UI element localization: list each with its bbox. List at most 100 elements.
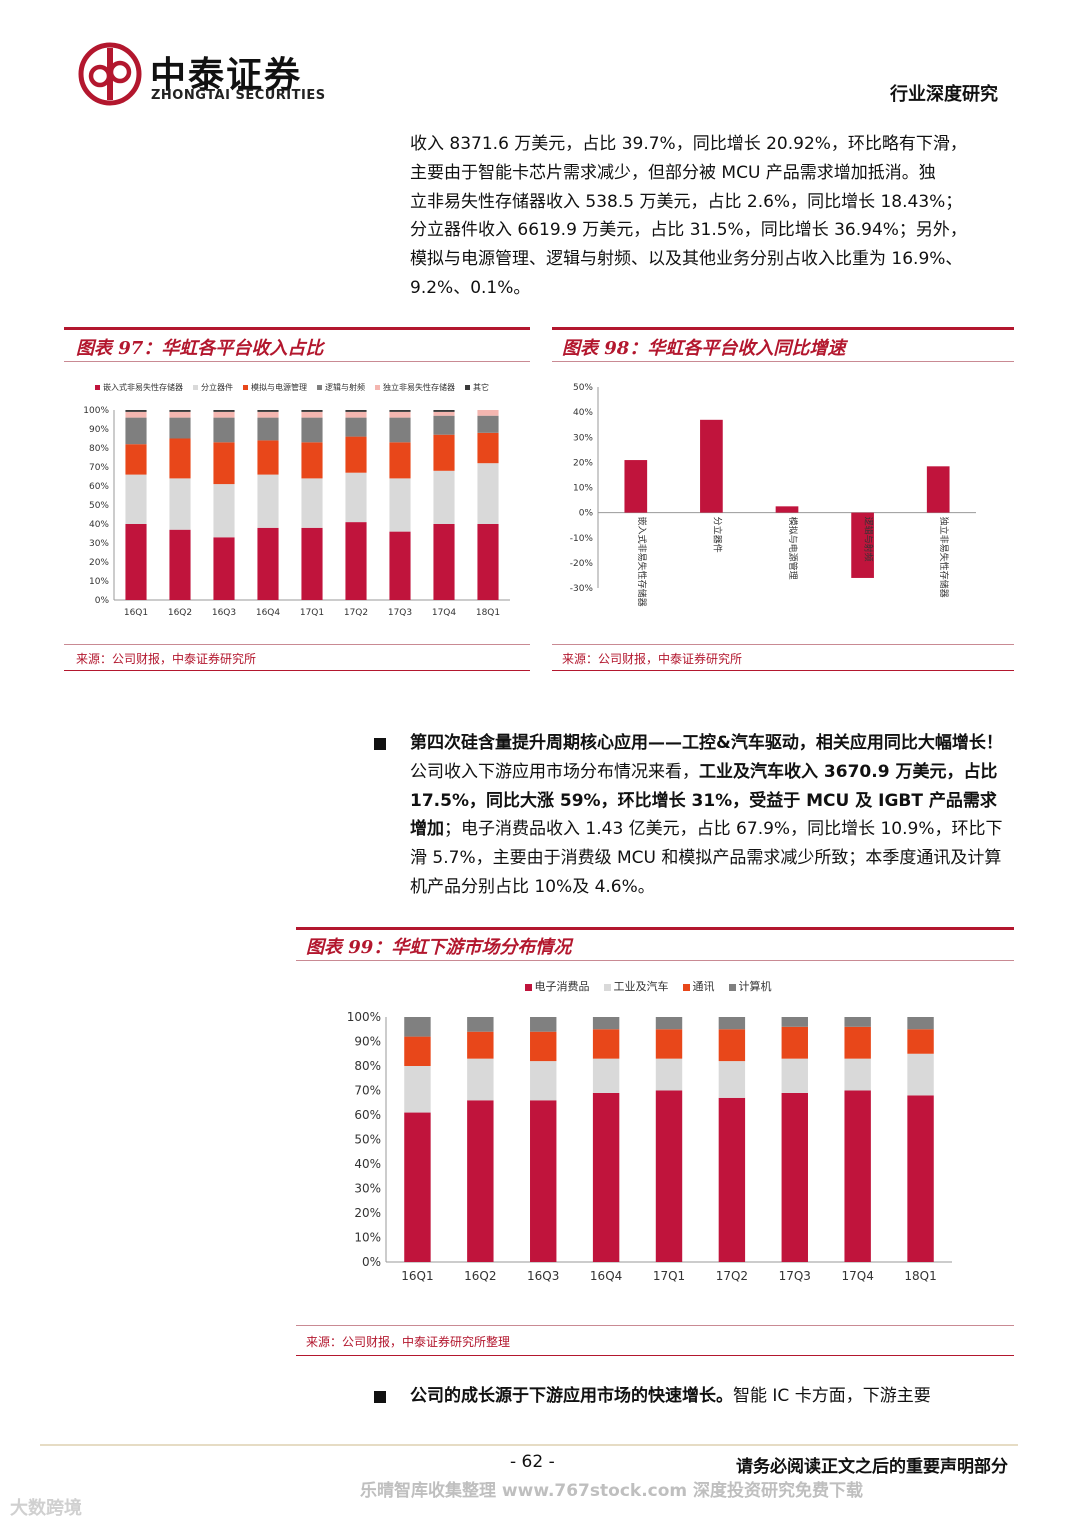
legend-item: 通讯	[682, 980, 715, 993]
bar-segment	[718, 1017, 746, 1030]
bar-segment	[467, 1031, 494, 1059]
y-tick-label: 40%	[573, 408, 593, 418]
bar-segment	[345, 410, 367, 412]
bar-segment	[404, 1112, 431, 1262]
x-tick-label: 16Q3	[527, 1269, 559, 1283]
bar-segment	[655, 1058, 683, 1091]
y-tick-label: 10%	[354, 1231, 381, 1245]
x-tick-label: 16Q4	[256, 608, 281, 618]
bar-segment	[907, 1017, 934, 1030]
bar-segment	[169, 438, 191, 479]
growth-bar	[926, 466, 950, 513]
legend-item: 工业及汽车	[603, 980, 669, 993]
bar-segment	[781, 1026, 808, 1059]
legend-swatch	[524, 983, 532, 991]
bar-segment	[213, 484, 235, 538]
legend-swatch	[465, 385, 470, 390]
bar-segment	[530, 1017, 557, 1032]
chart99-title-rule	[296, 960, 1014, 961]
chart97-title-rule	[64, 361, 530, 362]
bar-segment	[655, 1017, 683, 1030]
chart98-bottom-rule	[552, 670, 1014, 671]
x-tick-label: 17Q2	[344, 608, 368, 618]
chart98-title-rule	[552, 361, 1014, 362]
bar-segment	[718, 1029, 746, 1062]
x-category-label: 逻辑与射频	[863, 517, 875, 562]
paragraph-line: 主要由于智能卡芯片需求减少，但部分被 MCU 产品需求增加抵消。独	[410, 162, 936, 183]
bar-segment	[433, 411, 455, 416]
x-category-label: 模拟与电源管理	[787, 517, 799, 580]
bar-segment	[125, 417, 147, 445]
bar-segment	[477, 524, 499, 600]
chart99-bottom-rule	[296, 1355, 1014, 1356]
bar-segment	[433, 434, 455, 471]
bar-segment	[169, 529, 191, 600]
x-tick-label: 17Q2	[716, 1269, 748, 1283]
para2-text-1: 公司收入下游应用市场分布情况来看，	[410, 761, 699, 782]
x-tick-label: 16Q1	[124, 608, 148, 618]
bar-segment	[213, 410, 235, 412]
bar-segment	[257, 440, 279, 475]
chart97-bottom-rule	[64, 670, 530, 671]
bar-segment	[389, 531, 411, 600]
chart97-source: 来源：公司财报，中泰证券研究所	[76, 652, 257, 666]
para3-highlight: 公司的成长源于下游应用市场的快速增长。	[410, 1386, 733, 1406]
x-tick-label: 16Q2	[168, 608, 192, 618]
bar-segment	[389, 442, 411, 479]
bar-segment	[345, 436, 367, 473]
x-tick-label: 17Q3	[779, 1269, 811, 1283]
growth-bar	[700, 419, 723, 513]
x-tick-label: 17Q4	[432, 608, 457, 618]
bar-segment	[125, 474, 147, 524]
bar-segment	[592, 1058, 620, 1093]
y-tick-label: 100%	[83, 406, 109, 416]
y-tick-label: 30%	[89, 539, 109, 549]
bar-segment	[125, 410, 147, 412]
bar-segment	[301, 411, 323, 418]
legend-label: 计算机	[738, 980, 772, 993]
bar-segment	[530, 1100, 557, 1262]
bar-segment	[389, 410, 411, 412]
x-tick-label: 18Q1	[904, 1269, 936, 1283]
bar-segment	[257, 527, 279, 600]
watermark-text: 乐晴智库收集整理 www.767stock.com 深度投资研究免费下载	[360, 1481, 864, 1501]
growth-bar	[775, 506, 799, 513]
bar-segment	[125, 444, 147, 475]
y-tick-label: 50%	[354, 1133, 381, 1147]
paragraph-line: 收入 8371.6 万美元，占比 39.7%，同比增长 20.92%，环比略有下…	[410, 134, 967, 154]
para2-highlight-2: 工业及汽车收入 3670.9 万美元，占比 17.5%，同比大涨 59%，环比增…	[410, 761, 998, 840]
bar-segment	[655, 1090, 683, 1262]
x-tick-label: 17Q3	[388, 608, 412, 618]
chart97-plot: 100% 90% 80% 70% 60% 50% 40% 30% 20% 10% 0% 16Q1 16Q…	[64, 365, 530, 640]
bar-segment	[345, 417, 367, 437]
legend-label: 独立非易失性存储器	[383, 383, 455, 392]
disclaimer-notice: 请务必阅读正文之后的重要声明部分	[736, 1457, 1008, 1477]
bar-segment	[433, 470, 455, 524]
bar-segment	[301, 417, 323, 443]
y-tick-label: 80%	[89, 444, 109, 454]
para2-highlight-1: 第四次硅含量提升周期核心应用——工控&汽车驱动，相关应用同比大幅增长！	[410, 733, 1003, 753]
chart99-plot: 100% 90% 80% 70% 60% 50% 40% 30% 20% 10% 0% 16Q1 16Q…	[296, 964, 1014, 1322]
chart98-source-rule	[552, 644, 1014, 645]
y-tick-label: 10%	[89, 577, 109, 587]
x-tick-label: 17Q4	[841, 1269, 873, 1283]
bar-segment	[467, 1100, 494, 1262]
paragraph-line: 9.2%、0.1%。	[410, 277, 531, 298]
bar-segment	[345, 522, 367, 600]
bar-segment	[257, 411, 279, 418]
chart99-title: 图表 99：华虹下游市场分布情况	[306, 937, 572, 958]
legend-swatch	[193, 385, 198, 390]
chart99-source-rule	[296, 1325, 1014, 1326]
corner-watermark: 大数跨境	[10, 1498, 82, 1519]
bar-segment	[404, 1017, 431, 1037]
downstream-market-paragraph: 第四次硅含量提升周期核心应用——工控&汽车驱动，相关应用同比大幅增长！ 公司收入下…	[410, 729, 1004, 902]
y-tick-label: 20%	[89, 558, 109, 568]
chart99-source: 来源：公司财报，中泰证券研究所整理	[306, 1335, 511, 1349]
bar-segment	[781, 1058, 808, 1093]
bar-segment	[433, 524, 455, 600]
chart98-title: 图表 98：华虹各平台收入同比增速	[562, 338, 846, 359]
y-tick-label: 10%	[573, 484, 593, 494]
y-tick-label: -30%	[570, 584, 594, 594]
chart98-svg: 50% 40% 30% 20% 10% 0% -10% -20% -30% 嵌入式非易失性存储器 分…	[570, 383, 976, 607]
bar-segment	[404, 1036, 431, 1066]
